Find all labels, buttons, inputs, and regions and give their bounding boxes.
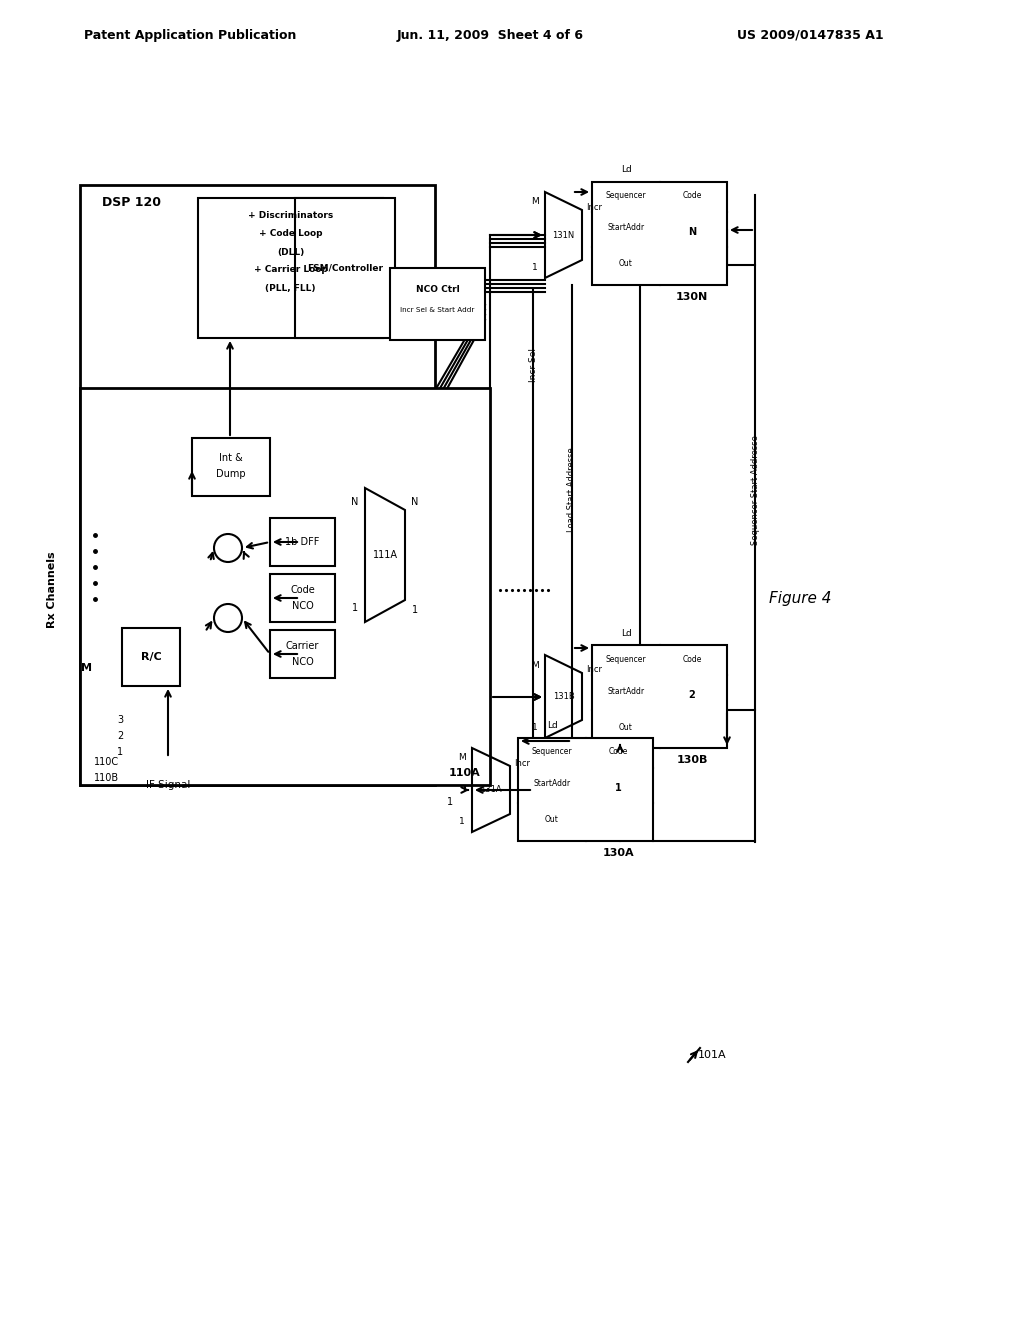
Text: 1: 1 (446, 797, 453, 807)
Text: Incr Sel: Incr Sel (528, 348, 538, 381)
Text: 1: 1 (532, 723, 538, 733)
Text: Out: Out (620, 260, 633, 268)
Text: NCO: NCO (292, 657, 313, 667)
Text: N: N (412, 498, 419, 507)
Text: N: N (351, 498, 358, 507)
Text: 130N: 130N (676, 292, 709, 302)
Text: DSP 120: DSP 120 (102, 197, 162, 210)
Bar (592, 182, 727, 285)
Text: Code: Code (290, 585, 314, 595)
Bar (80, 185, 435, 785)
Text: M: M (531, 660, 539, 669)
Text: Figure 4: Figure 4 (769, 590, 831, 606)
Text: 1: 1 (117, 747, 123, 756)
Text: 131N: 131N (552, 231, 574, 239)
Bar (592, 645, 727, 748)
Text: StartAddr: StartAddr (607, 223, 644, 232)
Text: Dump: Dump (216, 469, 246, 479)
Text: Load Start Addresse: Load Start Addresse (567, 447, 577, 532)
Bar (295, 198, 395, 338)
Bar (270, 574, 335, 622)
Text: Sequencer: Sequencer (531, 747, 572, 756)
Text: Incr: Incr (586, 665, 602, 675)
Text: M: M (458, 754, 466, 763)
Text: 130A: 130A (602, 847, 634, 858)
Text: US 2009/0147835 A1: US 2009/0147835 A1 (736, 29, 884, 41)
Bar (198, 198, 383, 338)
Text: 1b DFF: 1b DFF (286, 537, 319, 546)
Bar (80, 388, 490, 785)
Text: 1: 1 (412, 605, 418, 615)
Text: Code: Code (608, 747, 628, 756)
Text: 110B: 110B (94, 774, 120, 783)
Text: 110C: 110C (94, 756, 120, 767)
Text: NCO Ctrl: NCO Ctrl (416, 285, 460, 294)
Text: Int &: Int & (219, 453, 243, 463)
Text: M: M (82, 663, 92, 673)
Text: 2: 2 (117, 731, 123, 741)
Text: 131A: 131A (480, 785, 502, 795)
Text: (PLL, FLL): (PLL, FLL) (265, 284, 315, 293)
Text: StartAddr: StartAddr (607, 686, 644, 696)
Text: 3: 3 (117, 715, 123, 725)
Text: 101A: 101A (697, 1049, 726, 1060)
Text: Sequencer: Sequencer (605, 191, 646, 201)
Text: 1: 1 (352, 603, 358, 612)
Text: StartAddr: StartAddr (534, 780, 570, 788)
Text: 130B: 130B (676, 755, 708, 766)
Bar (193, 438, 270, 496)
Text: + Discriminators: + Discriminators (248, 211, 333, 220)
Text: Incr Sel & Start Addr: Incr Sel & Start Addr (400, 308, 475, 313)
Text: Sequencer Start Addresse: Sequencer Start Addresse (751, 436, 760, 545)
Text: Sequencer: Sequencer (605, 655, 646, 664)
Text: + Carrier Loop: + Carrier Loop (254, 265, 328, 275)
Text: FSM/Controller: FSM/Controller (307, 264, 383, 272)
Text: 1: 1 (459, 817, 465, 826)
Text: Code: Code (682, 191, 701, 201)
Text: 131B: 131B (553, 692, 574, 701)
Text: Code: Code (682, 655, 701, 664)
Text: 110A: 110A (450, 768, 481, 777)
Text: Rx Channels: Rx Channels (47, 552, 57, 628)
Text: Incr: Incr (586, 202, 602, 211)
Bar (270, 517, 335, 566)
Text: NCO: NCO (292, 601, 313, 611)
Text: N: N (688, 227, 696, 238)
Text: Ld: Ld (621, 165, 632, 174)
Text: Out: Out (545, 816, 559, 825)
Text: Carrier: Carrier (286, 642, 319, 651)
Text: IF Signal: IF Signal (145, 780, 190, 789)
Bar (518, 738, 653, 841)
Text: Patent Application Publication: Patent Application Publication (84, 29, 296, 41)
Text: + Code Loop: + Code Loop (259, 230, 323, 239)
Text: 1: 1 (532, 264, 538, 272)
Text: Out: Out (620, 722, 633, 731)
Bar (390, 268, 485, 341)
Text: Ld: Ld (621, 628, 632, 638)
Text: R/C: R/C (140, 652, 162, 663)
Text: 111A: 111A (373, 550, 397, 560)
Text: 1: 1 (614, 783, 622, 793)
Bar (122, 628, 180, 686)
Text: Jun. 11, 2009  Sheet 4 of 6: Jun. 11, 2009 Sheet 4 of 6 (396, 29, 584, 41)
Text: Incr: Incr (514, 759, 530, 767)
Text: M: M (531, 198, 539, 206)
Bar (270, 630, 335, 678)
Text: (DLL): (DLL) (276, 248, 304, 256)
Text: 2: 2 (688, 690, 695, 700)
Text: Ld: Ld (547, 722, 557, 730)
